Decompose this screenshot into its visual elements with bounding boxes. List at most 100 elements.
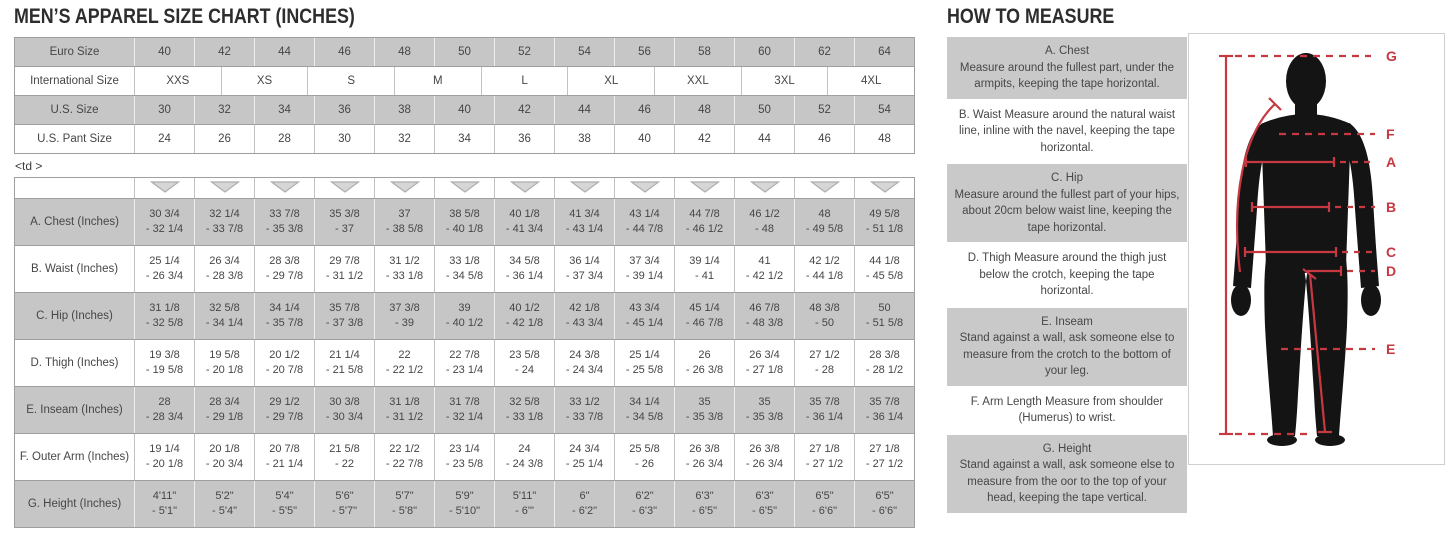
size-value-cell: 38 — [374, 96, 434, 124]
range-min: 5'9" — [455, 490, 474, 502]
range-min: 48 — [818, 208, 831, 220]
range-min: 40 1/8 — [509, 208, 540, 220]
range-max: - 51 1/8 — [865, 223, 904, 235]
range-max: - 28 3/4 — [145, 411, 184, 423]
silhouette-shape — [1231, 53, 1381, 446]
range-min: 35 7/8 — [869, 396, 900, 408]
range-min: 35 3/8 — [329, 208, 360, 220]
range-max: - 22 7/8 — [385, 458, 424, 470]
instruction-d-thigh: D. Thigh Measure around the thigh just b… — [947, 244, 1187, 306]
range-max: - 36 1/4 — [865, 411, 904, 423]
range-cell: 20 7/8 - 21 1/4 — [254, 434, 314, 480]
range-cell: 28 3/4 - 29 1/8 — [194, 387, 254, 433]
instruction-title: E. Inseam — [1041, 315, 1093, 328]
stray-td-text: <td > — [15, 159, 43, 173]
range-cell: 25 1/4 - 25 5/8 — [614, 340, 674, 386]
range-cell: 6'3" - 6'5" — [734, 481, 794, 527]
range-cell: 34 5/8 - 36 1/4 — [494, 246, 554, 292]
range-max: - 5'8" — [392, 505, 417, 517]
range-min: 44 1/8 — [869, 255, 900, 267]
instruction-f-arm-l: F. Arm Length Measure from shoulder (Hum… — [947, 387, 1187, 433]
size-conversion-table: Euro Size 40 42 44 46 48 50 52 54 56 58 60 62 64 Inter… — [14, 37, 915, 154]
row-label: F. Outer Arm (Inches) — [19, 451, 130, 463]
range-max: - 23 5/8 — [445, 458, 484, 470]
body-silhouette-figure: G F A B C D E — [1219, 48, 1397, 446]
size-value-cell: 52 — [794, 96, 854, 124]
range-max: - 26 3/4 — [745, 458, 784, 470]
range-cell: 21 1/4 - 21 5/8 — [314, 340, 374, 386]
range-max: - 28 1/2 — [865, 364, 904, 376]
range-cell: 34 1/4 - 35 7/8 — [254, 293, 314, 339]
range-min: 41 — [758, 255, 771, 267]
range-max: - 19 5/8 — [145, 364, 184, 376]
size-value-cell: 42 — [494, 96, 554, 124]
range-cell: 5'7" - 5'8" — [374, 481, 434, 527]
row-label: A. Chest (Inches) — [30, 216, 119, 228]
dropdown-arrow-icon — [809, 180, 840, 196]
range-max: - 38 5/8 — [385, 223, 424, 235]
range-cell: 4'11" - 5'1" — [134, 481, 194, 527]
range-cell: 5'2" - 5'4" — [194, 481, 254, 527]
range-min: 5'6" — [335, 490, 354, 502]
size-value-cell: 32 — [374, 125, 434, 153]
measurement-diagram: G F A B C D E — [1188, 33, 1445, 465]
range-min: 35 — [698, 396, 711, 408]
range-max: - 51 5/8 — [865, 317, 904, 329]
range-max: - 34 5/8 — [445, 270, 484, 282]
arrow-cell — [194, 178, 254, 198]
instruction-text: Stand against a wall, ask someone else t… — [959, 332, 1175, 377]
arrow-cell — [794, 178, 854, 198]
column-arrow-row — [15, 178, 914, 199]
range-min: 6'3" — [695, 490, 714, 502]
range-max: - 29 7/8 — [265, 270, 304, 282]
range-max: - 35 3/8 — [745, 411, 784, 423]
range-max: - 36 1/4 — [505, 270, 544, 282]
range-max: - 39 1/4 — [625, 270, 664, 282]
range-max: - 40 1/2 — [445, 317, 484, 329]
range-max: - 6'6" — [812, 505, 837, 517]
instruction-title: G. Height — [1042, 442, 1092, 455]
arrow-cell — [614, 178, 674, 198]
range-min: 37 3/8 — [389, 302, 420, 314]
size-value-cell: 26 — [194, 125, 254, 153]
measure-lines — [1219, 54, 1375, 436]
range-min: 19 3/8 — [149, 349, 180, 361]
range-cell: 39 1/4 - 41 — [674, 246, 734, 292]
size-value-cell: L — [480, 67, 568, 95]
label-F: F — [1386, 126, 1395, 142]
range-cell: 28 - 28 3/4 — [134, 387, 194, 433]
range-max: - 6'" — [515, 505, 534, 517]
range-max: - 32 1/4 — [445, 411, 484, 423]
row-label: U.S. Size — [50, 104, 99, 116]
instruction-text: F. Arm Length Measure from shoulder (Hum… — [970, 395, 1164, 425]
measurement-row-b-waist-inches: B. Waist (Inches) 25 1/4 - 26 3/4 26 3/4 - 2… — [15, 246, 914, 293]
range-min: 42 1/2 — [809, 255, 840, 267]
instruction-text: Measure around the fullest part, under t… — [959, 61, 1175, 91]
range-min: 35 7/8 — [329, 302, 360, 314]
range-min: 5'7" — [395, 490, 414, 502]
range-min: 37 3/4 — [629, 255, 660, 267]
range-min: 24 3/4 — [569, 443, 600, 455]
range-max: - 45 1/4 — [625, 317, 664, 329]
size-value-cell: 54 — [854, 96, 914, 124]
range-cell: 19 3/8 - 19 5/8 — [134, 340, 194, 386]
range-min: 21 5/8 — [329, 443, 360, 455]
range-min: 19 1/4 — [149, 443, 180, 455]
arrow-cell — [254, 178, 314, 198]
range-min: 35 7/8 — [809, 396, 840, 408]
range-max: - 33 7/8 — [205, 223, 244, 235]
dropdown-arrow-icon — [209, 180, 240, 196]
instruction-b-waist: B. Waist Measure around the natural wais… — [947, 100, 1187, 162]
range-min: 44 7/8 — [689, 208, 720, 220]
range-min: 33 1/2 — [569, 396, 600, 408]
range-max: - 21 5/8 — [325, 364, 364, 376]
range-max: - 35 7/8 — [265, 317, 304, 329]
label-E: E — [1386, 341, 1395, 357]
conversion-row-international-size: International Size XXS XS S M L XL XXL 3XL 4XL — [15, 67, 914, 96]
range-cell: 19 1/4 - 20 1/8 — [134, 434, 194, 480]
range-min: 31 7/8 — [449, 396, 480, 408]
range-cell: 31 1/2 - 33 1/8 — [374, 246, 434, 292]
range-max: - 26 3/4 — [685, 458, 724, 470]
size-chart-title: MEN’S APPAREL SIZE CHART (INCHES) — [14, 5, 355, 28]
arm-length-curve — [1235, 103, 1276, 273]
